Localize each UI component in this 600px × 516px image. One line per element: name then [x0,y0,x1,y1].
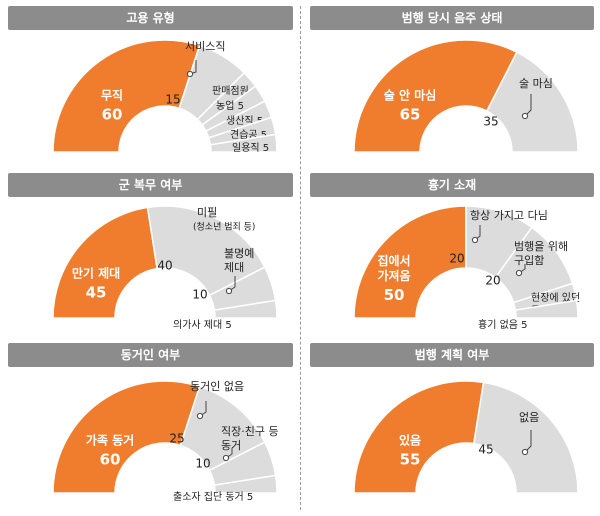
slice-callout-label: 항상 가지고 다님 [470,209,548,222]
slice-value: 45 [478,443,493,457]
slice-callout-label: 술 마심 [519,77,553,90]
slice-label: 있음 [399,433,421,448]
slice-callout-label: 미필 [197,206,217,219]
chart-title: 고용 유형 [126,10,174,25]
slice-callout-label: 농업 5 [216,99,244,112]
chart-header-bar [310,343,594,367]
slice-callout-label: 구입함 [514,254,544,267]
slice-무직 [52,39,201,153]
chart-title: 범행 계획 여부 [415,347,490,362]
slice-callout-label: 불명예 [224,247,254,260]
slice-술-마심 [485,51,579,153]
slice-value: 45 [86,284,107,302]
slice-label: 만기 제대 [72,266,120,281]
callout-dot [225,287,233,295]
callout-dot [196,412,204,420]
chart-header-bar [8,6,293,30]
chart-title: 범행 당시 음주 상태 [402,10,503,25]
slice-value: 10 [195,457,210,471]
chart-title: 흉기 소재 [428,177,476,192]
slice-일용직 [209,133,278,153]
slice-value: 15 [165,93,180,107]
slice-label: 무직 [101,88,123,103]
slice-value: 20 [485,274,500,288]
slice-미필 [146,205,266,297]
slice-value: 35 [483,115,498,129]
slice-label: 가져옴 [377,268,410,283]
column-divider [300,6,301,510]
chart-2: 범행 당시 음주 상태술 안 마심 65 35 술 마심 [310,6,594,153]
chart-title: 동거인 여부 [121,347,180,362]
slice-callout-label: 서비스직 [185,40,225,53]
slice-label: 술 안 마심 [384,88,437,103]
slice-label: 가족 동거 [86,433,134,448]
slice-value: 50 [384,286,405,304]
slice-없음 [472,381,579,494]
callout-dot [515,269,523,277]
slice-흉기-없음 [514,299,579,319]
slice-집에서-가져옴 [353,205,467,319]
slice-있음 [353,380,485,494]
slice-출소자-집단-동거 [213,474,278,494]
chart-header-bar [310,6,594,30]
chart-header-bar [8,173,293,197]
slice-callout-label: 제대 [224,261,244,274]
slice-value: 20 [449,252,464,266]
slice-value: 60 [102,106,123,124]
slice-callout-label: 의가사 제대 5 [173,319,232,331]
slice-만기-제대 [52,206,159,319]
slice-value: 65 [400,106,421,124]
slice-label: 집에서 [377,253,410,268]
slice-callout-note: (청소년 범죄 등) [193,222,255,233]
chart-header-bar [310,173,594,197]
slice-callout-label: 일용직 5 [232,142,269,154]
callout-dot [521,448,529,456]
slice-callout-label: 동거 [221,439,241,452]
slice-value: 25 [169,432,184,446]
slice-의가사-제대 [213,299,278,319]
callout-dot [521,112,529,120]
slice-callout-label: 현장에 있던 [531,292,580,304]
chart-title: 군 복무 여부 [119,177,183,192]
slice-callout-label: 흉기 없음 5 [478,318,528,331]
slice-value: 10 [192,288,207,302]
slice-value: 60 [100,451,121,469]
slice-술-안-마심 [353,39,518,153]
slice-value: 55 [400,451,421,469]
slice-가족-동거 [52,380,201,494]
chart-header-bar [8,343,293,367]
slice-value: 40 [157,259,172,273]
callout-dot [186,70,194,78]
callout-dot [222,454,230,462]
slice-callout-label: 없음 [519,411,539,424]
slice-callout-label: 동거인 없음 [190,380,244,393]
slice-callout-label: 출소자 집단 동거 5 [173,491,253,503]
slice-callout-label: 범행을 위해 [514,239,568,253]
slice-callout-label: 직장·친구 등 [221,425,279,438]
callout-dot [471,236,479,244]
